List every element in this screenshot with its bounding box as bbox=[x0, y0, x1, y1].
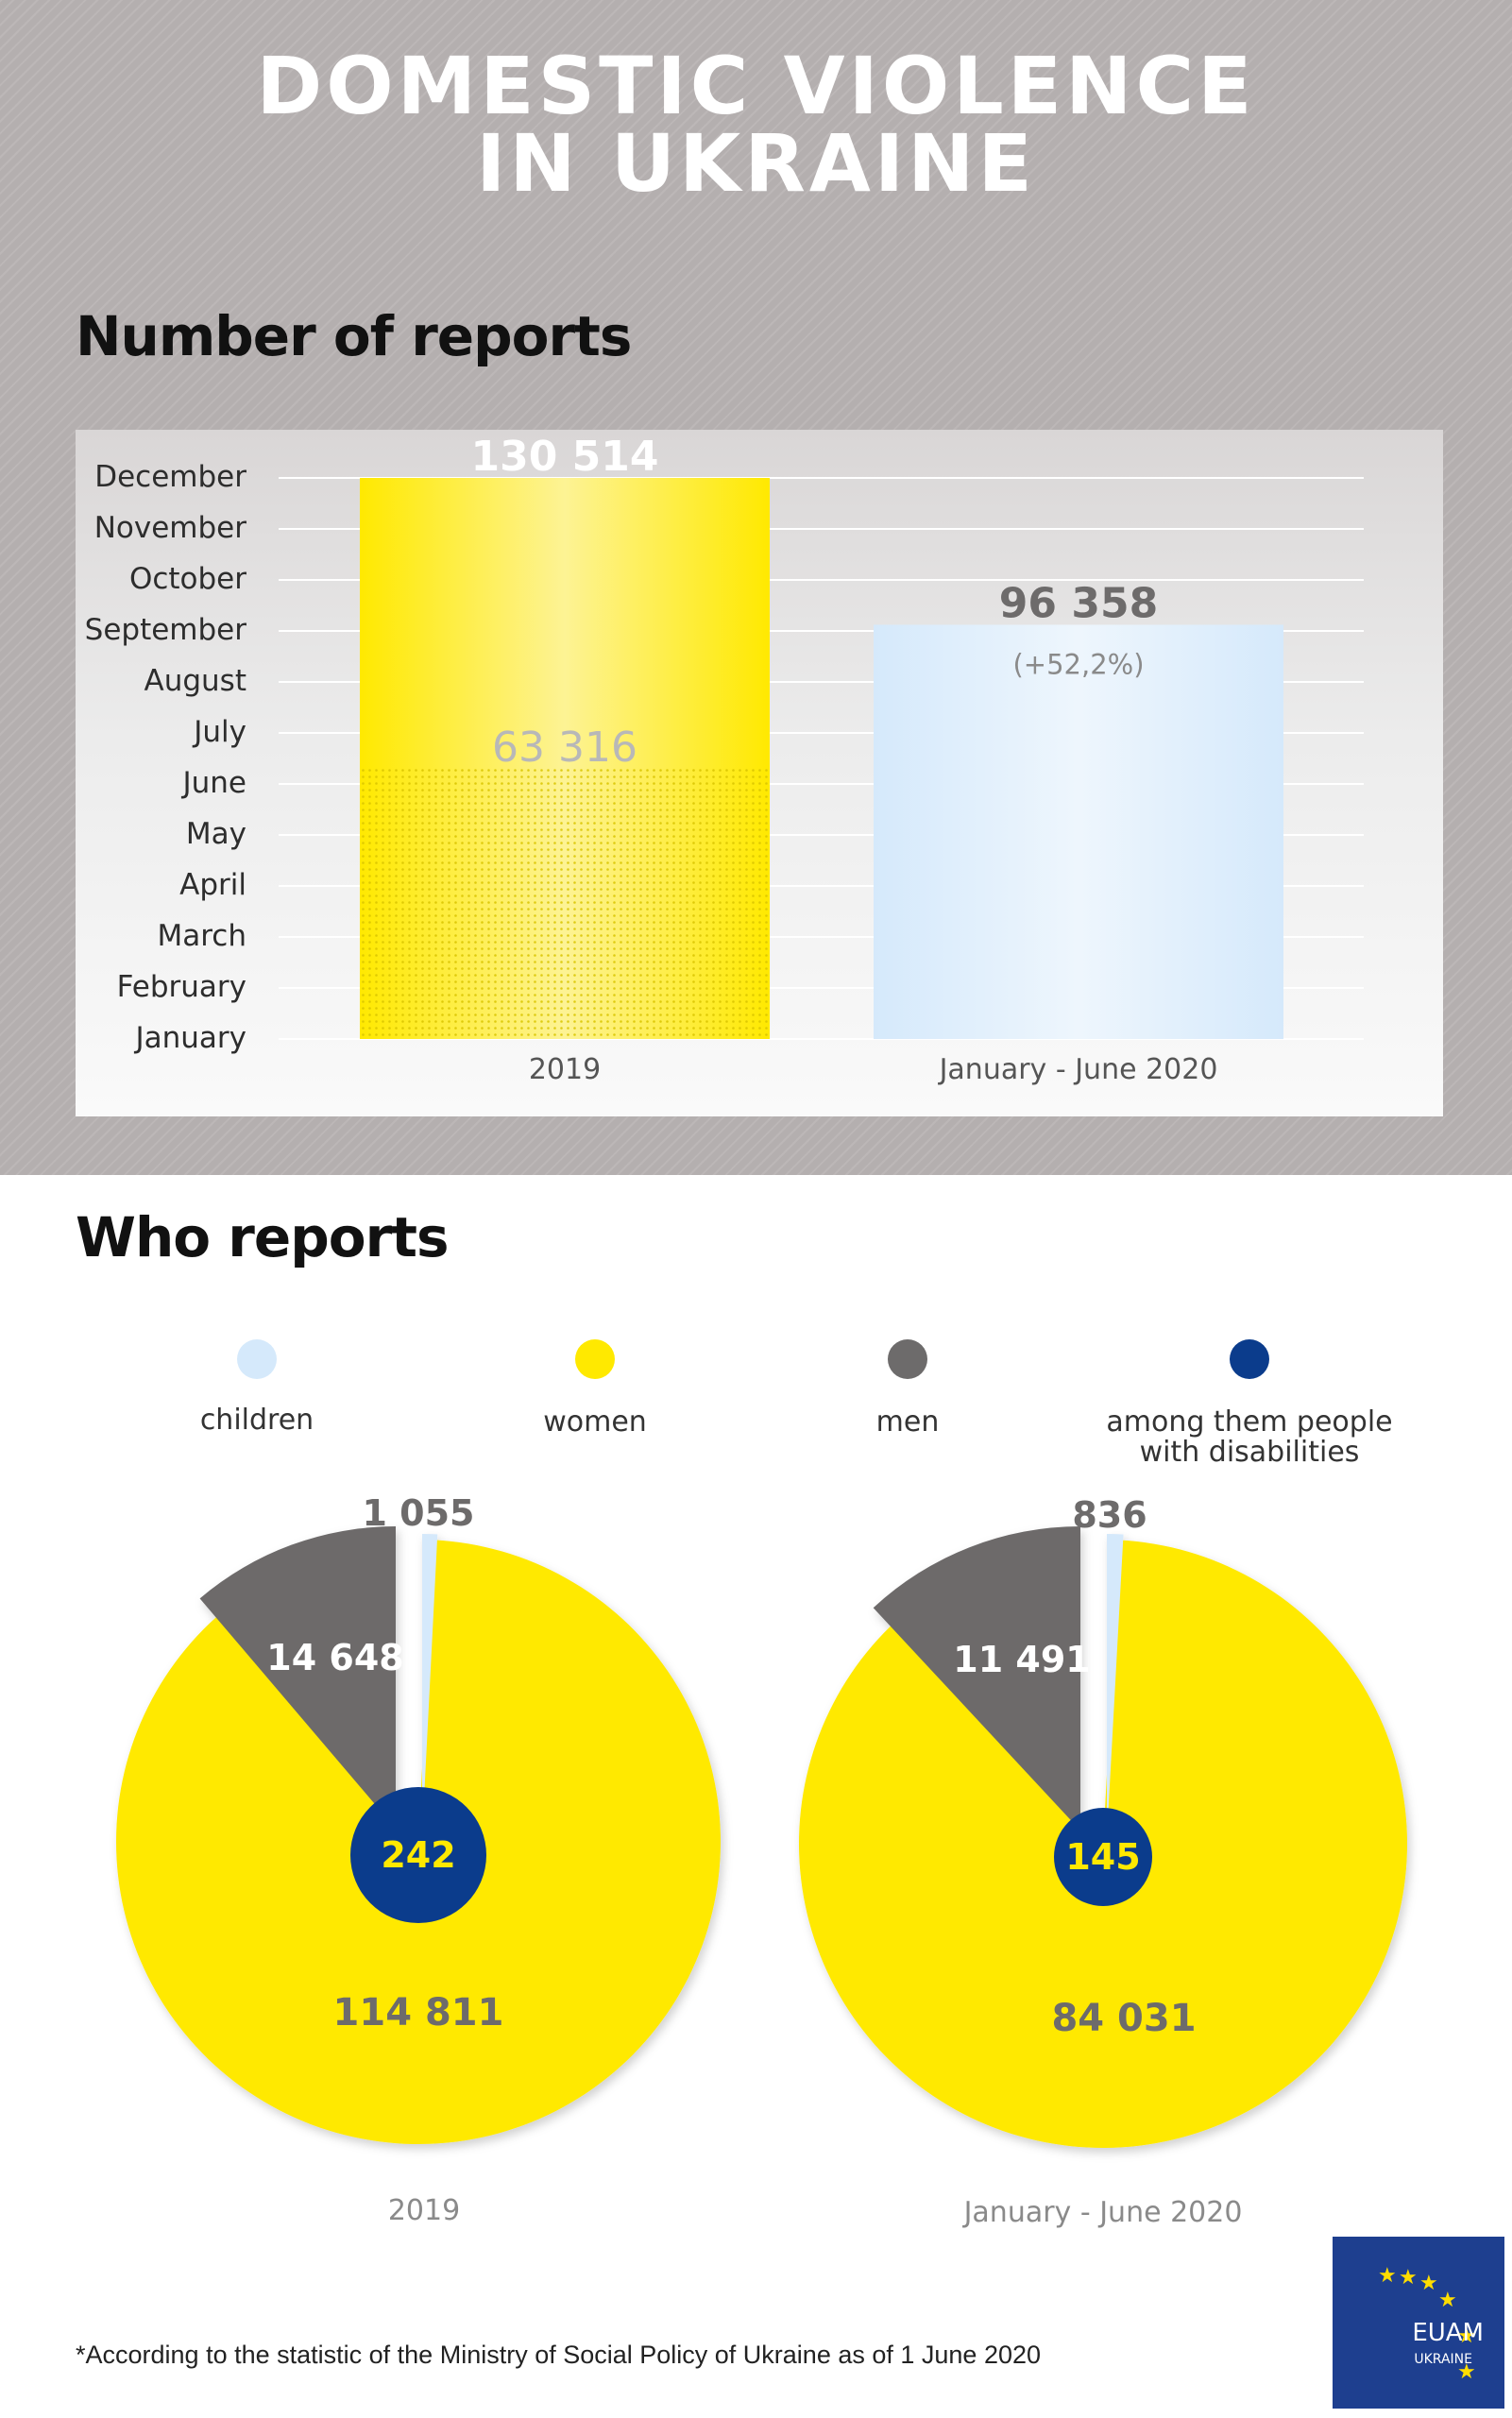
star-icon: ★ bbox=[1457, 2324, 1476, 2347]
legend-label-men: men bbox=[875, 1405, 940, 1439]
main-title-line1: DOMESTIC VIOLENCE bbox=[256, 40, 1256, 132]
category-label: 2019 bbox=[529, 1053, 601, 1086]
star-icon: ★ bbox=[1419, 2271, 1438, 2294]
pie-slice-label: 11 491 bbox=[953, 1639, 1090, 1680]
pie-slice-children bbox=[422, 1534, 438, 1836]
pie-title: January - June 2020 bbox=[962, 2196, 1243, 2229]
month-tick-label: February bbox=[117, 970, 246, 1004]
legend-label-disabilities: among them people with disabilities bbox=[1079, 1407, 1419, 1468]
month-tick-label: March bbox=[158, 919, 247, 953]
month-tick-label: August bbox=[144, 664, 247, 698]
bar-chart: January February March April May June July Augu… bbox=[85, 433, 1364, 1086]
month-tick-label: July bbox=[192, 715, 246, 749]
star-icon: ★ bbox=[1378, 2263, 1397, 2287]
legend-label-children: children bbox=[199, 1404, 314, 1437]
half-year-overlay bbox=[360, 766, 770, 1039]
half-year-value-label: 63 316 bbox=[492, 724, 637, 772]
month-tick-label: May bbox=[186, 817, 246, 851]
month-tick-label: April bbox=[179, 868, 246, 902]
star-icon: ★ bbox=[1457, 2359, 1476, 2383]
footnote: *According to the statistic of the Minis… bbox=[76, 2341, 1042, 2369]
month-tick-label: December bbox=[94, 460, 246, 494]
bar-value-label: 96 358 bbox=[999, 579, 1158, 627]
pie-slice-men bbox=[199, 1526, 396, 1829]
growth-annotation: (+52,2%) bbox=[1012, 648, 1144, 680]
bar-chart-panel: January February March April May June July Augu… bbox=[76, 430, 1443, 1116]
bar bbox=[874, 624, 1283, 1039]
legend-label-women: women bbox=[543, 1405, 647, 1439]
pie-slice-men bbox=[873, 1526, 1080, 1831]
month-tick-label: June bbox=[180, 766, 246, 800]
disabilities-value-label: 145 bbox=[1065, 1836, 1140, 1878]
pie-slice-label: 836 bbox=[1072, 1494, 1147, 1536]
legend-item-men: men bbox=[738, 1339, 1078, 1438]
category-label: January - June 2020 bbox=[938, 1053, 1218, 1086]
legend-item-children: children bbox=[87, 1339, 427, 1436]
men-swatch bbox=[888, 1339, 927, 1379]
pie-slice-label: 1 055 bbox=[363, 1492, 475, 1534]
women-swatch bbox=[575, 1339, 615, 1379]
logo-text: EUAM bbox=[1412, 2319, 1484, 2347]
disabilities-value-label: 242 bbox=[381, 1834, 455, 1876]
pie-charts: 1 055 114 811 14 648 242 2019 836 84 031 11 491… bbox=[115, 1492, 1407, 2229]
legend-label-disabilities-line2: with disabilities bbox=[1139, 1436, 1360, 1469]
pie-slice-label: 84 031 bbox=[1051, 1997, 1196, 2040]
month-tick-label: October bbox=[129, 562, 246, 596]
pie-slice-label: 114 811 bbox=[333, 1991, 504, 2035]
legend-item-women: women bbox=[425, 1339, 765, 1438]
bar-value-label: 130 514 bbox=[470, 433, 658, 481]
pie-slice-label: 14 648 bbox=[266, 1637, 403, 1678]
month-tick-label: November bbox=[94, 511, 247, 545]
legend-label-disabilities-line1: among them people bbox=[1106, 1405, 1393, 1439]
euam-logo: ★ ★ ★ ★ ★ ★ EUAM UKRAINE bbox=[1333, 2237, 1504, 2409]
legend-item-disabilities: among them people with disabilities bbox=[1079, 1339, 1419, 1468]
disabilities-center-circle bbox=[1054, 1808, 1152, 1906]
main-title: DOMESTIC VIOLENCE IN UKRAINE bbox=[0, 46, 1512, 203]
who-section-title: Who reports bbox=[76, 1205, 449, 1269]
reports-section-title: Number of reports bbox=[76, 304, 632, 368]
month-tick-label: September bbox=[85, 613, 247, 647]
pie-title: 2019 bbox=[388, 2194, 460, 2227]
star-icon: ★ bbox=[1399, 2265, 1418, 2289]
star-icon: ★ bbox=[1438, 2288, 1457, 2311]
disabilities-swatch bbox=[1230, 1339, 1269, 1379]
disabilities-center-circle bbox=[350, 1787, 486, 1923]
children-swatch bbox=[237, 1339, 277, 1379]
month-tick-label: January bbox=[133, 1021, 246, 1055]
logo-subtext: UKRAINE bbox=[1414, 2352, 1472, 2367]
pie-slice-children bbox=[1107, 1534, 1124, 1838]
main-title-line2: IN UKRAINE bbox=[476, 117, 1036, 210]
